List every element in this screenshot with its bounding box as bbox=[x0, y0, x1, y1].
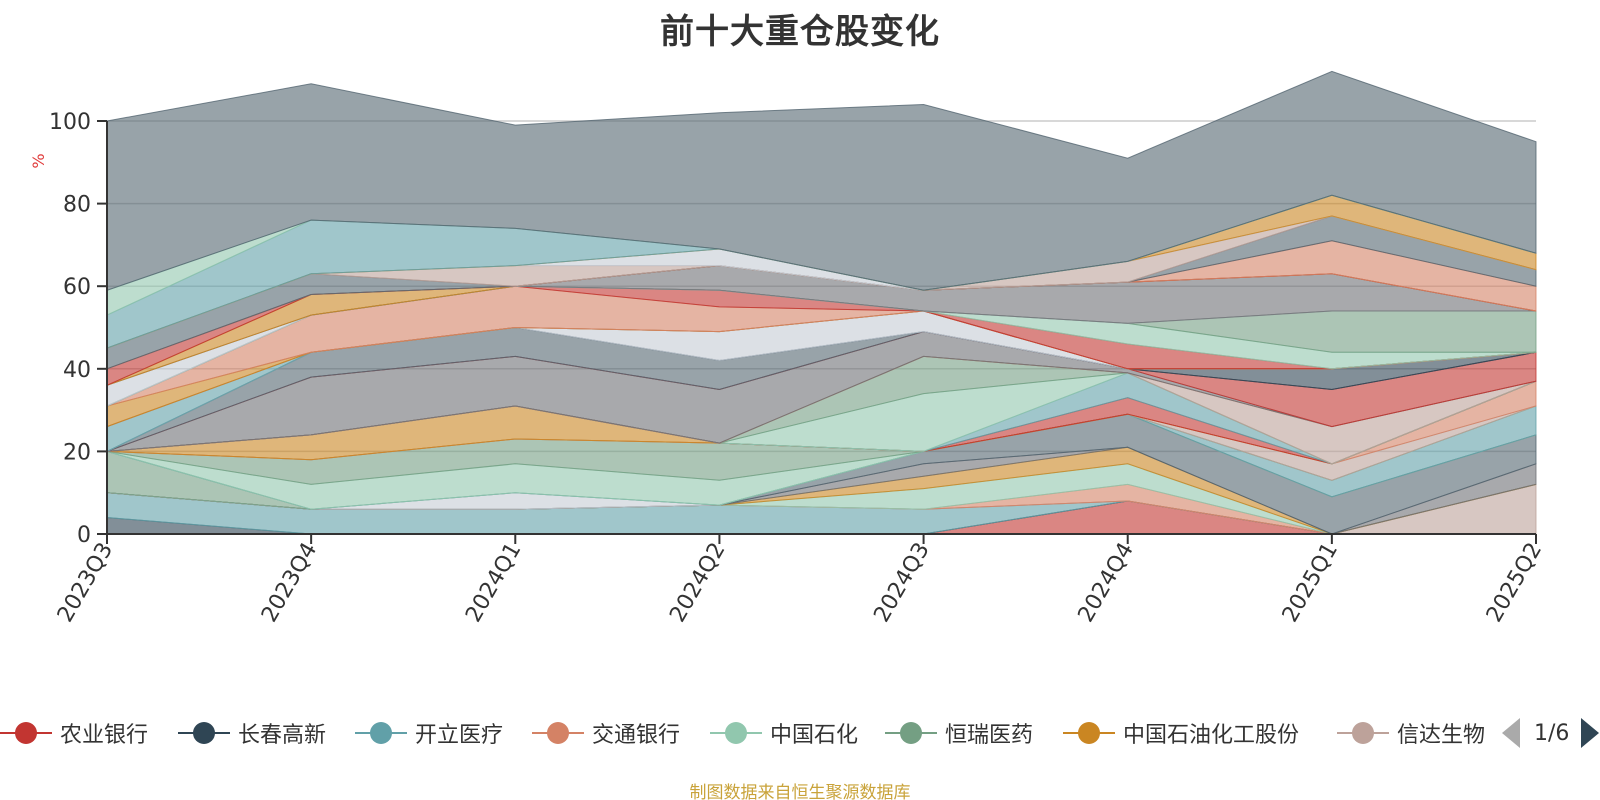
x-tick-label: 2023Q3 bbox=[53, 539, 118, 627]
legend-marker-icon bbox=[1063, 721, 1115, 745]
legend-marker-icon bbox=[885, 721, 937, 745]
area-band[interactable] bbox=[106, 70, 1537, 292]
y-tick-label: 40 bbox=[63, 358, 91, 383]
legend-item[interactable]: 长春高新 bbox=[178, 712, 326, 754]
legend-label: 农业银行 bbox=[60, 723, 149, 748]
legend-label: 交通银行 bbox=[592, 723, 681, 748]
legend-marker-icon bbox=[355, 721, 407, 745]
y-tick-label: 80 bbox=[63, 193, 91, 218]
legend-label: 开立医疗 bbox=[415, 723, 504, 748]
legend-label: 长春高新 bbox=[238, 723, 327, 748]
legend-marker-icon bbox=[178, 721, 230, 745]
x-tick-label: 2024Q3 bbox=[869, 539, 934, 627]
x-tick-label: 2023Q4 bbox=[257, 539, 322, 627]
legend-label: 恒瑞医药 bbox=[945, 723, 1034, 748]
legend-item[interactable]: 中国石化 bbox=[710, 712, 858, 754]
legend: 农业银行 长春高新 开立医疗 交通银行 中国石化 恒瑞医药 中国石油化工股份 信达生物 bbox=[0, 712, 1500, 754]
legend-marker-icon bbox=[1337, 721, 1389, 745]
y-tick-label: 60 bbox=[63, 275, 91, 300]
legend-item[interactable]: 开立医疗 bbox=[355, 712, 503, 754]
y-tick-label: 0 bbox=[77, 523, 91, 548]
pager-text: 1/6 bbox=[1534, 720, 1570, 746]
pager-prev-icon[interactable] bbox=[1502, 718, 1520, 748]
x-tick-label: 2025Q1 bbox=[1278, 539, 1343, 627]
legend-label: 中国石化 bbox=[770, 723, 859, 748]
legend-label: 中国石油化工股份 bbox=[1123, 723, 1300, 748]
y-tick-label: 20 bbox=[63, 440, 91, 465]
legend-pager: 1/6 bbox=[1500, 712, 1600, 754]
legend-item[interactable]: 中国石油化工股份 bbox=[1063, 712, 1299, 754]
x-tick-label: 2024Q4 bbox=[1074, 539, 1139, 627]
legend-item[interactable]: 交通银行 bbox=[532, 712, 680, 754]
legend-item[interactable]: 农业银行 bbox=[0, 712, 148, 754]
legend-marker-icon bbox=[710, 721, 762, 745]
area-series bbox=[106, 70, 1537, 535]
chart-title: 前十大重仓股变化 bbox=[660, 12, 940, 52]
x-tick-label: 2024Q2 bbox=[665, 539, 730, 627]
legend-item[interactable]: 信达生物 bbox=[1337, 712, 1485, 754]
legend-item[interactable]: 恒瑞医药 bbox=[885, 712, 1033, 754]
legend-marker-icon bbox=[532, 721, 584, 745]
pager-next-icon[interactable] bbox=[1581, 718, 1600, 748]
legend-marker-icon bbox=[0, 721, 52, 745]
x-tick-label: 2025Q2 bbox=[1482, 539, 1547, 627]
y-tick-label: 100 bbox=[49, 110, 91, 135]
x-tick-label: 2024Q1 bbox=[461, 539, 526, 627]
source-note: 制图数据来自恒生聚源数据库 bbox=[689, 783, 911, 800]
y-axis-unit: % bbox=[29, 153, 48, 168]
legend-label: 信达生物 bbox=[1397, 723, 1486, 748]
